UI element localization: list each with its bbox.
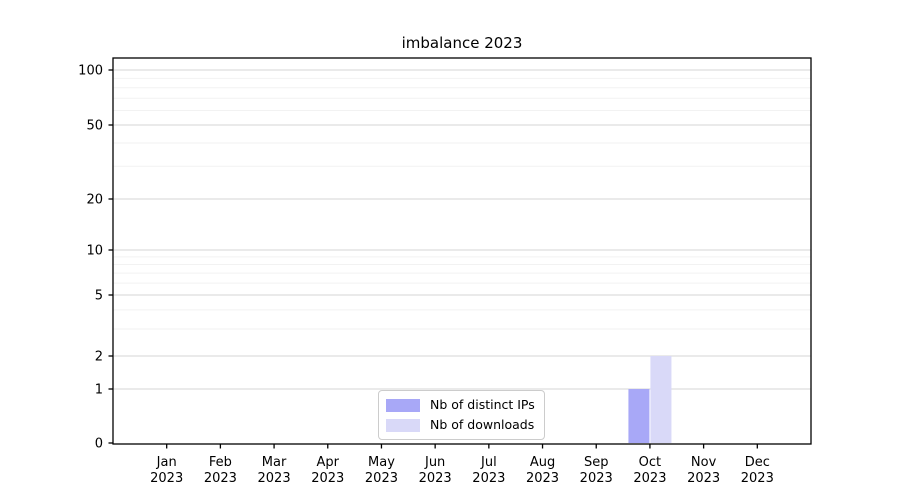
bar-oct-series1 bbox=[650, 356, 672, 443]
y-axis-tick-label: 0 bbox=[95, 437, 103, 452]
legend-swatch-downloads-icon bbox=[386, 418, 420, 432]
x-axis-tick-label-year: 2023 bbox=[365, 471, 398, 486]
x-axis-tick-label-year: 2023 bbox=[258, 471, 291, 486]
legend-item-distinct-ips: Nb of distinct IPs bbox=[386, 395, 535, 415]
y-axis-tick-label: 50 bbox=[86, 119, 103, 134]
x-axis-tick-label-year: 2023 bbox=[472, 471, 505, 486]
x-axis-tick-label-month: Jul bbox=[480, 455, 497, 470]
plot-border bbox=[112, 57, 812, 445]
y-axis-tick-label: 2 bbox=[95, 350, 103, 365]
y-axis-tick-label: 100 bbox=[78, 64, 103, 79]
x-axis-tick-label-year: 2023 bbox=[204, 471, 237, 486]
x-axis-tick-label-year: 2023 bbox=[580, 471, 613, 486]
x-axis-tick-label-month: May bbox=[368, 455, 395, 470]
x-axis-tick-label-year: 2023 bbox=[741, 471, 774, 486]
x-axis-tick-label-month: Dec bbox=[745, 455, 770, 470]
x-axis-tick-label-month: Jan bbox=[156, 455, 177, 470]
x-axis-tick-label-month: Sep bbox=[584, 455, 609, 470]
x-axis-tick-label-month: Nov bbox=[691, 455, 717, 470]
x-axis-tick-label-month: Jun bbox=[424, 455, 445, 470]
bar-oct-series0 bbox=[628, 389, 650, 443]
y-axis-tick-label: 1 bbox=[95, 383, 103, 398]
y-axis-tick-label: 10 bbox=[86, 244, 103, 259]
chart-title: imbalance 2023 bbox=[401, 34, 523, 52]
y-axis-tick-label: 20 bbox=[86, 193, 103, 208]
x-axis-tick-label-month: Aug bbox=[530, 455, 555, 470]
x-axis-tick-label-month: Apr bbox=[317, 455, 340, 470]
legend-item-downloads: Nb of downloads bbox=[386, 415, 535, 435]
x-axis-tick-label-year: 2023 bbox=[633, 471, 666, 486]
legend-swatch-distinct-ips-icon bbox=[386, 398, 420, 412]
x-axis-tick-label-year: 2023 bbox=[311, 471, 344, 486]
legend-label-distinct-ips: Nb of distinct IPs bbox=[430, 397, 535, 412]
y-axis-tick-label: 5 bbox=[95, 289, 103, 304]
x-axis-tick-label-year: 2023 bbox=[150, 471, 183, 486]
legend: Nb of distinct IPs Nb of downloads bbox=[378, 390, 545, 440]
x-axis-tick-label-month: Oct bbox=[639, 455, 661, 470]
x-axis-tick-label-year: 2023 bbox=[419, 471, 452, 486]
legend-label-downloads: Nb of downloads bbox=[430, 417, 535, 432]
x-axis-tick-label-year: 2023 bbox=[687, 471, 720, 486]
x-axis-tick-label-month: Feb bbox=[209, 455, 232, 470]
x-axis-tick-label-year: 2023 bbox=[526, 471, 559, 486]
x-axis-tick-label-month: Mar bbox=[262, 455, 287, 470]
